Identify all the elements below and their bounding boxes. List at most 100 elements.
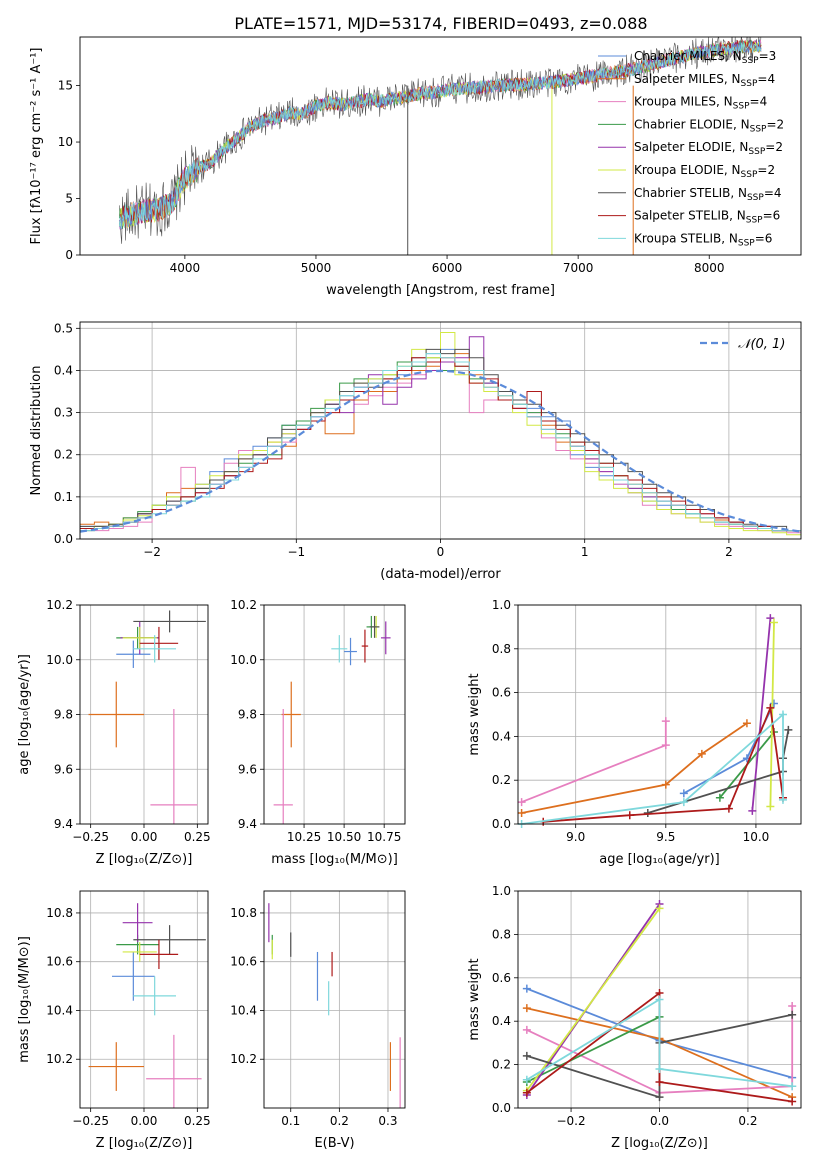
x-tick-label: 0.0 (650, 1114, 669, 1128)
weight-marker (661, 717, 670, 726)
x-tick-label: 0.25 (184, 830, 211, 844)
y-tick-label: 9.6 (54, 762, 73, 776)
mass-vs-ebv-panel: 0.1 0.2 0.3 10.2 10.4 10.6 10.8 E(B-V) (230, 890, 406, 1151)
weight-marker (522, 1088, 531, 1097)
weight-marker (766, 802, 775, 811)
normal-curve (79, 369, 802, 533)
weight-marker (766, 614, 775, 623)
y-tick-label: 0.4 (492, 729, 511, 743)
weight-marker (655, 1064, 664, 1073)
y-tick-label: 10.0 (46, 653, 73, 667)
weight-marker (788, 1082, 797, 1091)
legend-text: Kroupa STELIB, N (634, 231, 738, 245)
legend-label: Chabrier STELIB, NSSP=4 (634, 186, 782, 203)
x-tick-label: 10.50 (327, 830, 361, 844)
histogram-salpeter-stelib (80, 357, 801, 539)
weight-marker (679, 789, 688, 798)
y-tick-label: 0.4 (54, 363, 73, 377)
weight-marker (655, 1077, 664, 1086)
legend-subscript: SSP (733, 102, 750, 112)
weight-marker (778, 710, 787, 719)
legend-suffix: =2 (757, 163, 775, 177)
legend-text: Salpeter STELIB, N (634, 209, 746, 223)
spectrum-line-kroupa-elodie (118, 40, 762, 229)
x-axis-label: wavelength [Angstrom, rest frame] (326, 283, 555, 298)
weight-marker (522, 984, 531, 993)
legend-label: Chabrier MILES, NSSP=3 (634, 49, 776, 66)
x-tick-label: 0.3 (378, 1114, 397, 1128)
y-tick-label: 9.4 (54, 817, 73, 831)
legend-suffix: =6 (763, 209, 781, 223)
mass-vs-z-panel: −0.25 0.00 0.25 10.2 10.4 10.6 10.8 Z [log₁₀(Z/… (17, 890, 211, 1151)
x-axis-label: mass [log₁₀(M/M⊙)] (271, 852, 398, 867)
weight-line-kroupa-stelib (521, 712, 784, 824)
x-axis-label: (data-model)/error (380, 567, 501, 582)
weight-line-kroupa-elodie (526, 907, 661, 1092)
weight-marker (715, 793, 724, 802)
axes-frame (263, 890, 406, 1109)
x-tick-label: −1 (287, 545, 305, 559)
weight-marker (724, 804, 733, 813)
y-tick-label: 0.3 (54, 406, 73, 420)
weight-vs-age-panel: 9.0 9.5 10.0 0.0 0.2 0.4 0.6 0.8 1.0 age [log₁₀(a… (467, 598, 802, 867)
x-axis-label: Z [log₁₀(Z/Z⊙)] (611, 1136, 708, 1151)
y-tick-label: 10.0 (230, 653, 257, 667)
legend-label: Salpeter MILES, NSSP=4 (634, 72, 775, 89)
legend-label: Salpeter STELIB, NSSP=6 (634, 209, 780, 226)
weight-line-kroupa-miles (521, 721, 667, 803)
y-tick-label: 0.1 (54, 490, 73, 504)
weight-marker (655, 995, 664, 1004)
y-tick-label: 0 (65, 248, 73, 262)
y-tick-label: 9.8 (238, 708, 257, 722)
legend-suffix: =2 (766, 117, 784, 131)
y-tick-label: 0.0 (54, 532, 73, 546)
weight-marker (661, 780, 670, 789)
legend-subscript: SSP (742, 56, 759, 66)
y-tick-label: 0.2 (492, 1058, 511, 1072)
weight-marker (655, 904, 664, 913)
y-tick-label: 10.2 (230, 1052, 257, 1066)
age-vs-z-panel: −0.25 0.00 0.25 9.4 9.6 9.8 10.0 10.2 Z [log₁₀(Z… (17, 598, 211, 867)
figure-title: PLATE=1571, MJD=53174, FIBERID=0493, z=0… (234, 14, 647, 33)
y-axis-label: mass weight (467, 958, 482, 1040)
y-tick-label: 9.4 (238, 817, 257, 831)
y-axis-label: mass [log₁₀(M/M⊙)] (17, 936, 32, 1063)
x-tick-label: 8000 (694, 261, 725, 275)
legend-subscript: SSP (750, 124, 767, 134)
legend-label: 𝒩(0, 1) (738, 337, 785, 352)
spectrum-line-chabrier-miles (118, 39, 762, 229)
weight-marker (679, 798, 688, 807)
axes-frame (79, 604, 209, 825)
axes-frame (263, 604, 406, 825)
spectrum-line-chabrier-elodie (118, 39, 762, 230)
y-tick-label: 10 (58, 135, 73, 149)
legend-label: Salpeter ELODIE, NSSP=2 (634, 140, 783, 157)
y-tick-label: 0.6 (492, 686, 511, 700)
x-tick-label: −0.25 (72, 830, 109, 844)
weight-marker (766, 703, 775, 712)
y-axis-label: age [log₁₀(age/yr)] (17, 654, 32, 775)
weight-marker (769, 699, 778, 708)
legend-suffix: =2 (765, 140, 783, 154)
legend-text: Chabrier MILES, N (634, 49, 742, 63)
weight-marker (778, 795, 787, 804)
weight-marker (522, 1025, 531, 1034)
x-tick-label: 0.00 (131, 1114, 158, 1128)
y-tick-label: 0.2 (492, 773, 511, 787)
legend-suffix: =4 (750, 95, 768, 109)
weight-marker (517, 809, 526, 818)
legend-label: Chabrier ELODIE, NSSP=2 (634, 117, 784, 134)
weight-marker (661, 741, 670, 750)
y-tick-label: 10.2 (46, 598, 73, 612)
y-tick-label: 10.6 (46, 955, 73, 969)
axes-frame (79, 321, 802, 540)
y-axis-label: Normed distribution (29, 366, 44, 496)
legend-suffix: =6 (755, 231, 773, 245)
legend-text: Salpeter MILES, N (634, 72, 741, 86)
age-vs-mass-panel: 10.25 10.50 10.75 9.4 9.6 9.8 10.0 10.2 mass [lo… (230, 598, 406, 867)
weight-line-salpeter-miles (521, 722, 748, 814)
legend-subscript: SSP (738, 238, 755, 248)
legend-text: Chabrier ELODIE, N (634, 117, 750, 131)
x-tick-label: 10.25 (287, 830, 321, 844)
y-tick-label: 0.5 (54, 321, 73, 335)
